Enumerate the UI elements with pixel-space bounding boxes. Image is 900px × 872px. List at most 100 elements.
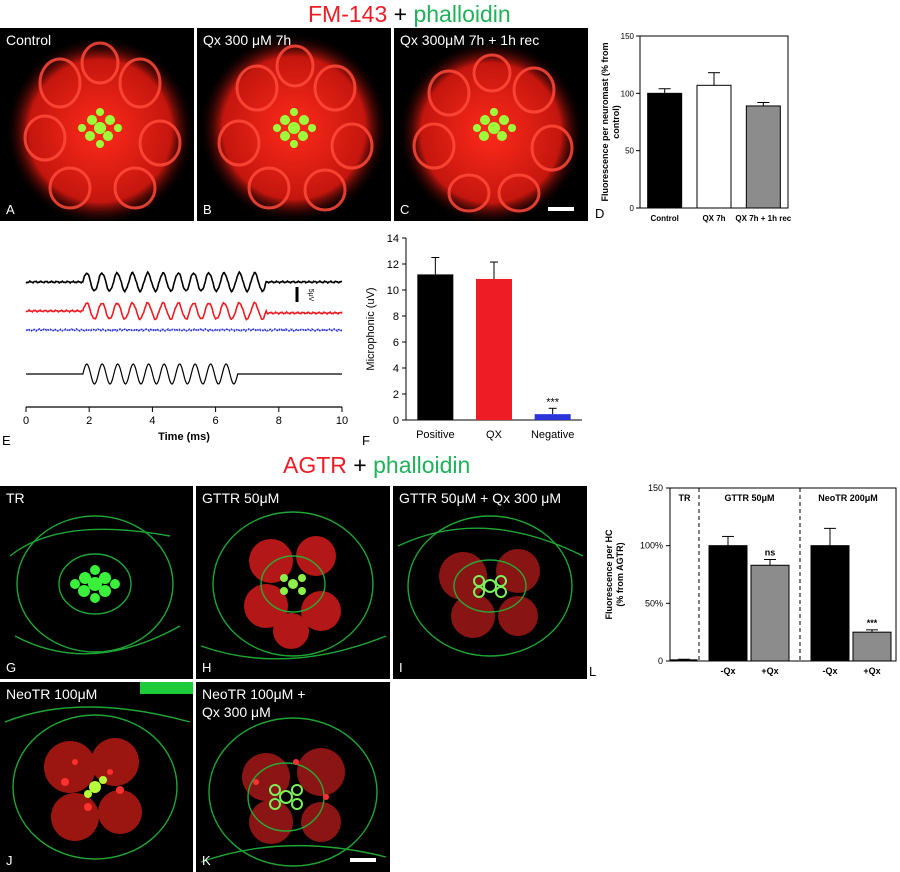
- chart-l-xtick-label: -Qx: [720, 666, 735, 676]
- scale-bar-k: [350, 858, 376, 862]
- title-fm143: FM-143: [308, 1, 388, 27]
- chart-e-trace: [25, 270, 343, 294]
- scale-bar-c: [548, 207, 574, 211]
- chart-e-xtick-label: 8: [276, 415, 282, 427]
- chart-l-xtick-label: +Qx: [761, 666, 778, 676]
- chart-l-group-label: TR: [679, 493, 691, 503]
- chart-e-xtick-label: 2: [86, 415, 92, 427]
- chart-f-ytick-label: 6: [393, 337, 399, 349]
- neuromast-image-k: [200, 717, 387, 867]
- panel-letter-c: C: [400, 202, 410, 217]
- chart-e-xtick-label: 10: [336, 415, 348, 427]
- neuromast-image-b: [199, 33, 389, 221]
- chart-d-ylabel-line1: Fluorescence per neuromast (% from: [600, 42, 610, 201]
- chart-f-bar: [534, 414, 571, 420]
- micrograph-panel-k: NeoTR 100μM + Qx 300 μM K: [196, 682, 390, 872]
- title-phalloidin: phalloidin: [413, 1, 511, 27]
- chart-l-ylabel-line2: (% from AGTR): [615, 542, 625, 606]
- panel-label-k-line1: NeoTR 100μM +: [202, 686, 306, 702]
- panel-label-c: Qx 300μM 7h + 1h rec: [400, 32, 540, 48]
- chart-f-ylabel: Microphonic (uV): [365, 287, 377, 370]
- chart-l-ytick-label: 100%: [640, 541, 663, 551]
- panel-label-h: GTTR 50μM: [202, 490, 280, 506]
- neuromast-image-c: [398, 40, 584, 221]
- chart-f-ytick-label: 8: [393, 311, 399, 323]
- chart-f-xtick-label: Negative: [531, 429, 574, 441]
- micrograph-panel-h: GTTR 50μM H: [196, 486, 390, 679]
- chart-l-bar: [852, 631, 892, 662]
- chart-l-fluorescence-per-hc: 0 50% 100% 150 Fluorescence per HC(% from AG…: [604, 483, 897, 676]
- chart-f-bar: [417, 274, 454, 420]
- chart-e-xlabel: Time (ms): [158, 431, 210, 443]
- chart-f-ytick-label: 4: [393, 363, 399, 375]
- chart-e-trace: [25, 301, 343, 321]
- title-plus-2: +: [346, 452, 374, 478]
- chart-e-trace: [25, 327, 343, 333]
- chart-d-ytick-label: 100: [621, 89, 635, 98]
- chart-d-xtick-label: QX 7h + 1h rec: [735, 214, 791, 223]
- chart-f-ytick-label: 14: [387, 233, 399, 245]
- panel-label-g: TR: [6, 490, 25, 506]
- chart-d-ytick-label: 50: [625, 147, 634, 156]
- neuromast-image-i: [397, 515, 584, 657]
- panel-letter-a: A: [6, 202, 15, 217]
- chart-e-xtick-label: 0: [23, 415, 29, 427]
- panel-label-i: GTTR 50μM + Qx 300 μM: [399, 490, 562, 506]
- micrograph-panel-c: Qx 300μM 7h + 1h rec C: [394, 28, 588, 221]
- neuromast-image-j: [4, 682, 193, 860]
- panel-label-k-line2: Qx 300 μM: [202, 704, 271, 720]
- panel-letter-d: D: [595, 206, 605, 221]
- chart-e-xtick-label: 6: [213, 415, 219, 427]
- neuromast-image-h: [200, 511, 387, 660]
- chart-f-microphonic-amplitude: 0 2 4 6 8 10 12 14 Microphonic (uV) Positive QX Neg…: [365, 233, 582, 441]
- chart-d-bar: [696, 84, 732, 209]
- chart-l-xtick-label: -Qx: [822, 666, 837, 676]
- panel-letter-f: F: [362, 433, 370, 448]
- chart-l-ytick-label: 150: [648, 483, 663, 493]
- chart-d-ytick-label: 150: [621, 32, 635, 41]
- panel-label-b: Qx 300 μM 7h: [203, 32, 292, 48]
- chart-l-ytick-label: 0: [658, 656, 663, 666]
- chart-f-xtick-label: Positive: [416, 429, 455, 441]
- micrograph-panel-g: TR G: [0, 486, 193, 679]
- chart-d-bar: [647, 92, 683, 209]
- chart-d-ylabel-line2: control): [611, 105, 621, 139]
- title-agtr-phalloidin: AGTR + phalloidin: [283, 452, 470, 479]
- panel-letter-l: L: [589, 664, 597, 679]
- chart-l-group-label: NeoTR 200μM: [818, 493, 878, 503]
- chart-f-ytick-label: 10: [387, 285, 399, 297]
- chart-l-group-label: GTTR 50μM: [724, 493, 774, 503]
- chart-e-scale-label: 5μV: [307, 289, 314, 302]
- chart-l-ylabel-line1: Fluorescence per HC: [604, 529, 614, 620]
- chart-l-significance-ns: ns: [765, 548, 776, 558]
- chart-e-trace: [26, 363, 342, 385]
- chart-l-ylabel: Fluorescence per HC(% from AGTR): [604, 529, 625, 620]
- panel-letter-g: G: [6, 660, 17, 675]
- chart-l-bar: [708, 545, 748, 662]
- chart-l-xtick-label: +Qx: [863, 666, 880, 676]
- panel-letter-j: J: [6, 853, 13, 868]
- panel-letter-i: I: [399, 660, 403, 675]
- panel-letter-b: B: [203, 202, 212, 217]
- panel-letter-e: E: [2, 433, 11, 448]
- panel-label-j: NeoTR 100μM: [6, 686, 98, 702]
- title-phalloidin-2: phalloidin: [373, 452, 471, 478]
- title-agtr: AGTR: [283, 452, 347, 478]
- chart-d-ylabel: Fluorescence per neuromast (% fromcontro…: [600, 42, 621, 201]
- chart-d-bar: [745, 105, 781, 209]
- micrograph-panel-a: Control A: [0, 28, 194, 221]
- chart-f-significance: ***: [546, 396, 560, 408]
- micrograph-panel-b: Qx 300 μM 7h B: [197, 28, 391, 221]
- chart-f-xtick-label: QX: [486, 429, 503, 441]
- micrograph-panel-i: GTTR 50μM + Qx 300 μM I: [393, 486, 587, 679]
- chart-d-xtick-label: QX 7h: [702, 214, 725, 223]
- chart-l-bar: [750, 564, 790, 662]
- panel-label-a: Control: [6, 32, 52, 48]
- chart-e-microphonic-traces: 0 2 4 6 8 10 Time (ms) 5μV: [23, 270, 348, 443]
- chart-l-bar: [670, 659, 698, 662]
- panel-letter-k: K: [202, 853, 211, 868]
- chart-f-ytick-label: 0: [393, 415, 399, 427]
- neuromast-image-g: [9, 515, 181, 655]
- chart-d-xtick-label: Control: [650, 214, 678, 223]
